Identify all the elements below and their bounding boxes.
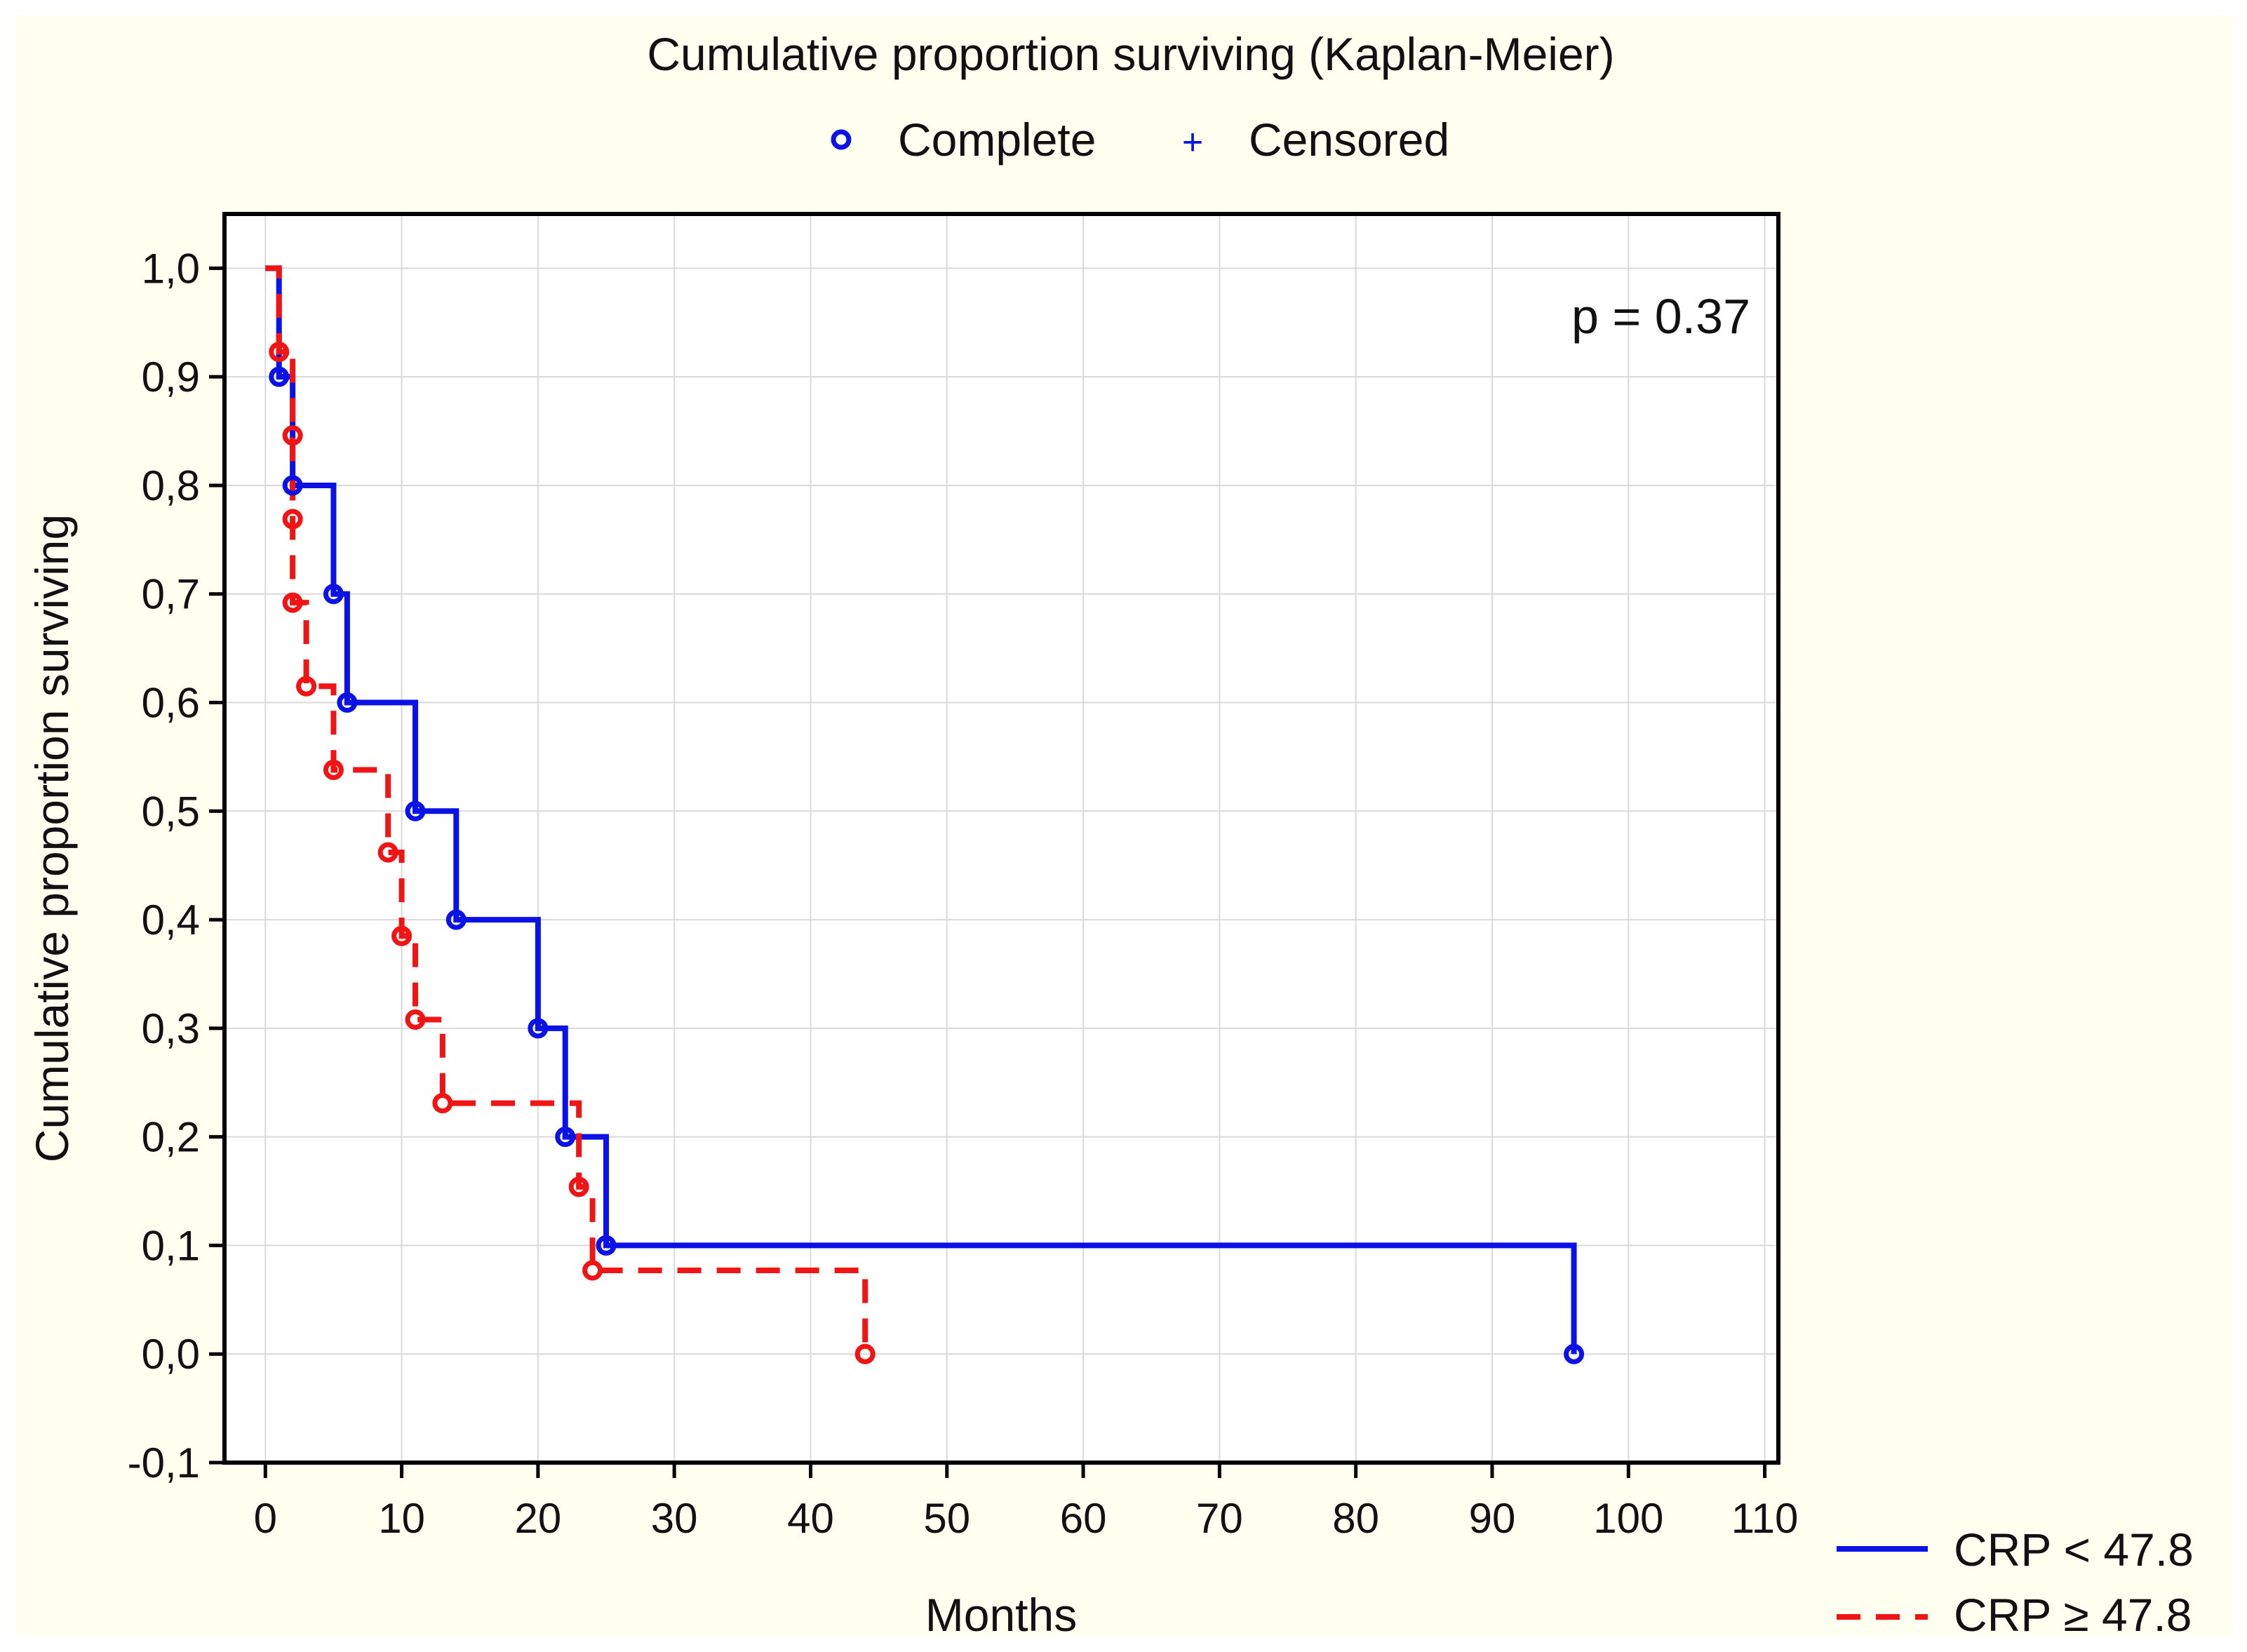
y-tick-label: 0,4 [142, 896, 200, 943]
axes-layer: 0 10 20 30 40 50 60 70 80 90 100 110 -0,1 0,0 0,1 0,2 0,… [128, 245, 1799, 1542]
complete-event-marker [391, 925, 412, 946]
marker-legend: Complete + Censored [831, 114, 1449, 166]
x-tick-label: 30 [651, 1495, 698, 1542]
x-tick-label: 40 [787, 1495, 834, 1542]
y-tick-label: 0,5 [142, 788, 200, 835]
x-tick-label: 20 [515, 1495, 562, 1542]
p-value-annotation: p = 0.37 [1571, 289, 1750, 344]
complete-event-marker [282, 509, 303, 530]
complete-event-marker [432, 1093, 453, 1114]
x-tick-label: 80 [1332, 1495, 1379, 1542]
complete-event-marker [555, 1127, 576, 1148]
chart-title: Cumulative proportion surviving (Kaplan-… [647, 28, 1614, 80]
marker-legend-complete-label: Complete [898, 114, 1096, 166]
complete-event-marker [582, 1260, 603, 1281]
complete-event-marker [405, 800, 426, 821]
complete-event-marker [337, 692, 358, 713]
y-axis-label: Cumulative proportion surviving [26, 514, 78, 1162]
complete-event-marker [296, 676, 317, 697]
x-axis-label: Months [925, 1589, 1077, 1641]
plot-area [224, 214, 1778, 1463]
series-layer [265, 265, 1585, 1364]
complete-event-marker [528, 1018, 549, 1039]
x-tick-label: 90 [1469, 1495, 1516, 1542]
y-tick-label: 0,9 [142, 354, 200, 401]
complete-event-marker [323, 584, 344, 605]
y-tick-label: 1,0 [142, 245, 200, 292]
y-tick-label: -0,1 [128, 1439, 200, 1486]
x-tick-label: 10 [378, 1495, 425, 1542]
complete-event-marker [405, 1009, 426, 1030]
x-tick-label: 70 [1196, 1495, 1243, 1542]
complete-event-marker [269, 342, 290, 363]
y-tick-label: 0,1 [142, 1222, 200, 1269]
grid-lines [224, 214, 1778, 1463]
complete-event-marker [282, 475, 303, 496]
complete-event-marker [854, 1343, 876, 1364]
complete-event-marker [596, 1235, 617, 1256]
censored-marker-icon: + [1182, 122, 1203, 163]
x-tick-label: 110 [1731, 1495, 1799, 1542]
complete-event-marker [282, 425, 303, 446]
complete-event-marker [445, 909, 467, 930]
complete-event-marker [269, 366, 290, 387]
marker-legend-censored-label: Censored [1249, 114, 1449, 166]
legend-label-crp-high: CRP ≥ 47.8 [1954, 1589, 2192, 1641]
complete-event-marker [377, 842, 398, 863]
x-tick-label: 60 [1060, 1495, 1107, 1542]
complete-event-marker [323, 759, 344, 780]
y-tick-label: 0,3 [142, 1005, 200, 1052]
complete-marker-icon [831, 129, 852, 150]
legend-label-crp-low: CRP < 47.8 [1954, 1524, 2194, 1576]
x-tick-label: 100 [1593, 1495, 1663, 1542]
y-tick-label: 0,2 [142, 1114, 200, 1161]
y-tick-label: 0,8 [142, 462, 200, 509]
km-curve-crp-high [265, 265, 868, 1355]
plot-frame [222, 212, 1780, 1465]
y-tick-label: 0,0 [142, 1331, 200, 1378]
y-tick-label: 0,6 [142, 680, 200, 727]
x-tick-label: 0 [254, 1495, 277, 1542]
complete-event-marker [1564, 1343, 1585, 1364]
complete-event-marker [568, 1176, 589, 1197]
complete-event-marker [282, 592, 303, 613]
x-tick-label: 50 [923, 1495, 970, 1542]
y-tick-label: 0,7 [142, 571, 200, 618]
series-legend: CRP < 47.8 CRP ≥ 47.8 [1837, 1524, 2194, 1641]
